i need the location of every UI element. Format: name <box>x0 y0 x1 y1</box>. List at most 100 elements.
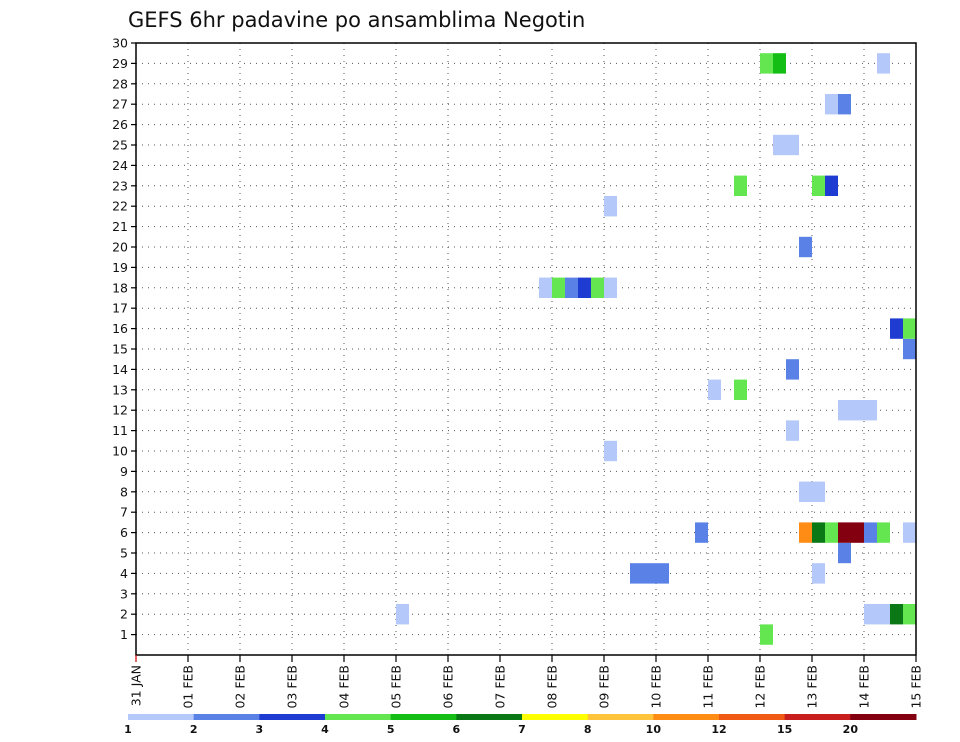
colorbar-label: 15 <box>777 723 792 736</box>
colorbar-label: 1 <box>124 723 132 736</box>
y-tick-label: 20 <box>112 240 128 255</box>
y-tick-label: 26 <box>112 117 128 132</box>
x-tick-label: 02 FEB <box>233 665 248 709</box>
precip-cell <box>877 522 890 543</box>
precip-cell <box>773 134 799 156</box>
colorbar-label: 7 <box>518 723 526 736</box>
precip-cell <box>812 522 825 543</box>
precip-cell <box>838 522 864 543</box>
y-tick-label: 22 <box>112 199 128 214</box>
precip-cell <box>903 318 916 339</box>
y-tick-label: 1 <box>120 627 128 642</box>
precip-cell <box>786 359 799 380</box>
x-tick-label: 15 FEB <box>909 665 924 709</box>
colorbar-swatch <box>390 714 457 720</box>
precip-cell <box>734 175 747 196</box>
precip-cell <box>552 277 565 298</box>
precip-cell <box>604 277 617 298</box>
precip-cell <box>838 400 877 421</box>
precip-cell <box>903 604 916 625</box>
colorbar-label: 3 <box>256 723 264 736</box>
colorbar-swatch <box>587 714 654 720</box>
precip-cell <box>591 277 604 298</box>
precip-cell <box>604 440 617 462</box>
precip-cell <box>799 522 812 543</box>
y-axis: 1234567891011121314151617181920212223242… <box>112 36 136 642</box>
x-tick-label: 31 JAN <box>129 665 144 706</box>
precip-cell <box>695 522 708 543</box>
y-tick-label: 25 <box>112 138 128 153</box>
colorbar-label: 12 <box>711 723 726 736</box>
y-tick-label: 11 <box>112 423 128 438</box>
colorbar-swatch <box>522 714 589 720</box>
x-tick-label: 10 FEB <box>649 665 664 709</box>
y-tick-label: 18 <box>112 280 128 295</box>
precip-cell <box>708 379 721 400</box>
colorbar-swatch <box>653 714 720 720</box>
y-tick-label: 28 <box>112 76 128 91</box>
x-tick-label: 07 FEB <box>493 665 508 709</box>
colorbar-label: 8 <box>584 723 592 736</box>
precip-cell <box>890 318 903 339</box>
y-tick-label: 8 <box>120 484 128 499</box>
colorbar-label: 2 <box>190 723 198 736</box>
grid-lines <box>136 43 916 655</box>
colorbar-label: 6 <box>453 723 461 736</box>
precip-cell <box>799 236 812 258</box>
precip-cell <box>903 338 916 360</box>
precip-cell <box>786 420 799 441</box>
precip-cell <box>565 277 578 298</box>
colorbar-label: 4 <box>321 723 329 736</box>
y-tick-label: 21 <box>112 219 128 234</box>
y-tick-label: 13 <box>112 382 128 397</box>
colorbar-swatch <box>784 714 851 720</box>
x-tick-label: 12 FEB <box>753 665 768 709</box>
colorbar-label: 10 <box>646 723 662 736</box>
y-tick-label: 27 <box>112 97 128 112</box>
colorbar-swatch <box>128 714 195 720</box>
colorbar-swatch <box>850 714 917 720</box>
colorbar-swatch <box>193 714 260 720</box>
x-tick-label: 13 FEB <box>805 665 820 709</box>
colorbar-label: 5 <box>387 723 395 736</box>
x-tick-label: 03 FEB <box>285 665 300 709</box>
y-tick-label: 9 <box>120 464 128 479</box>
colorbar-label: 20 <box>843 723 859 736</box>
y-tick-label: 3 <box>120 586 128 601</box>
colorbar-swatch <box>259 714 326 720</box>
y-tick-label: 5 <box>120 546 128 561</box>
y-tick-label: 17 <box>112 301 128 316</box>
precip-cell <box>838 94 851 115</box>
precipitation-cells <box>396 53 916 645</box>
chart-title: GEFS 6hr padavine po ansamblima Negotin <box>128 8 585 32</box>
precip-cell <box>864 604 890 625</box>
x-tick-label: 05 FEB <box>389 665 404 709</box>
precip-cell <box>630 563 669 584</box>
precip-cell <box>578 277 591 298</box>
y-tick-label: 29 <box>112 56 128 71</box>
precip-cell <box>864 522 877 543</box>
y-tick-label: 12 <box>112 403 128 418</box>
x-axis: 31 JAN 01 FEB 02 FEB 03 FEB 04 FEB 05 FEB 06 F… <box>129 655 924 709</box>
precip-cell <box>799 481 825 502</box>
y-tick-label: 4 <box>120 566 128 581</box>
y-tick-label: 23 <box>112 178 128 193</box>
y-tick-label: 7 <box>120 505 128 520</box>
y-tick-label: 30 <box>112 36 128 51</box>
colorbar: 1 2 3 4 5 6 7 8 10 12 15 20 <box>124 714 917 736</box>
x-tick-label: 11 FEB <box>701 665 716 709</box>
colorbar-swatch <box>719 714 786 720</box>
x-tick-label: 06 FEB <box>441 665 456 709</box>
y-tick-label: 15 <box>112 342 128 357</box>
precip-cell <box>539 277 552 298</box>
precip-cell <box>734 379 747 400</box>
colorbar-swatch <box>325 714 392 720</box>
y-tick-label: 10 <box>112 444 128 459</box>
x-tick-label: 04 FEB <box>337 665 352 709</box>
y-tick-label: 6 <box>120 525 128 540</box>
precip-cell <box>760 624 773 645</box>
precip-cell <box>825 94 838 115</box>
y-tick-label: 19 <box>112 260 128 275</box>
precip-cell <box>760 53 773 74</box>
